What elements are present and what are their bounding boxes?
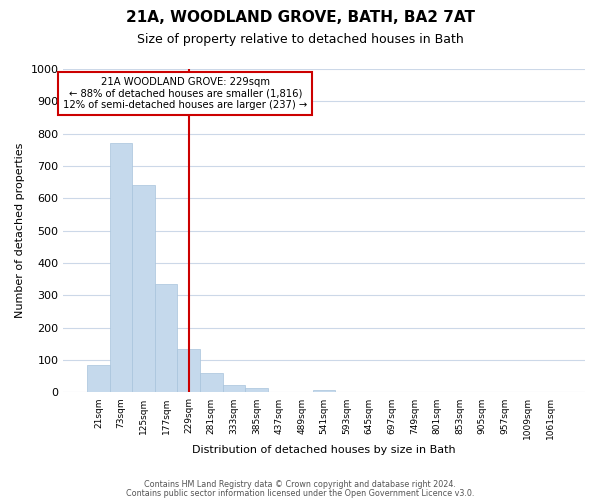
Bar [223, 386, 245, 392]
Y-axis label: Number of detached properties: Number of detached properties [15, 143, 25, 318]
Text: 21A WOODLAND GROVE: 229sqm
← 88% of detached houses are smaller (1,816)
12% of s: 21A WOODLAND GROVE: 229sqm ← 88% of deta… [63, 77, 307, 110]
Text: Size of property relative to detached houses in Bath: Size of property relative to detached ho… [137, 32, 463, 46]
X-axis label: Distribution of detached houses by size in Bath: Distribution of detached houses by size … [193, 445, 456, 455]
Bar [110, 144, 132, 392]
Bar [87, 365, 110, 392]
Text: Contains HM Land Registry data © Crown copyright and database right 2024.: Contains HM Land Registry data © Crown c… [144, 480, 456, 489]
Bar [178, 349, 200, 393]
Bar [155, 284, 178, 393]
Text: Contains public sector information licensed under the Open Government Licence v3: Contains public sector information licen… [126, 488, 474, 498]
Bar [313, 390, 335, 392]
Bar [245, 388, 268, 392]
Bar [132, 186, 155, 392]
Bar [200, 373, 223, 392]
Text: 21A, WOODLAND GROVE, BATH, BA2 7AT: 21A, WOODLAND GROVE, BATH, BA2 7AT [125, 10, 475, 25]
